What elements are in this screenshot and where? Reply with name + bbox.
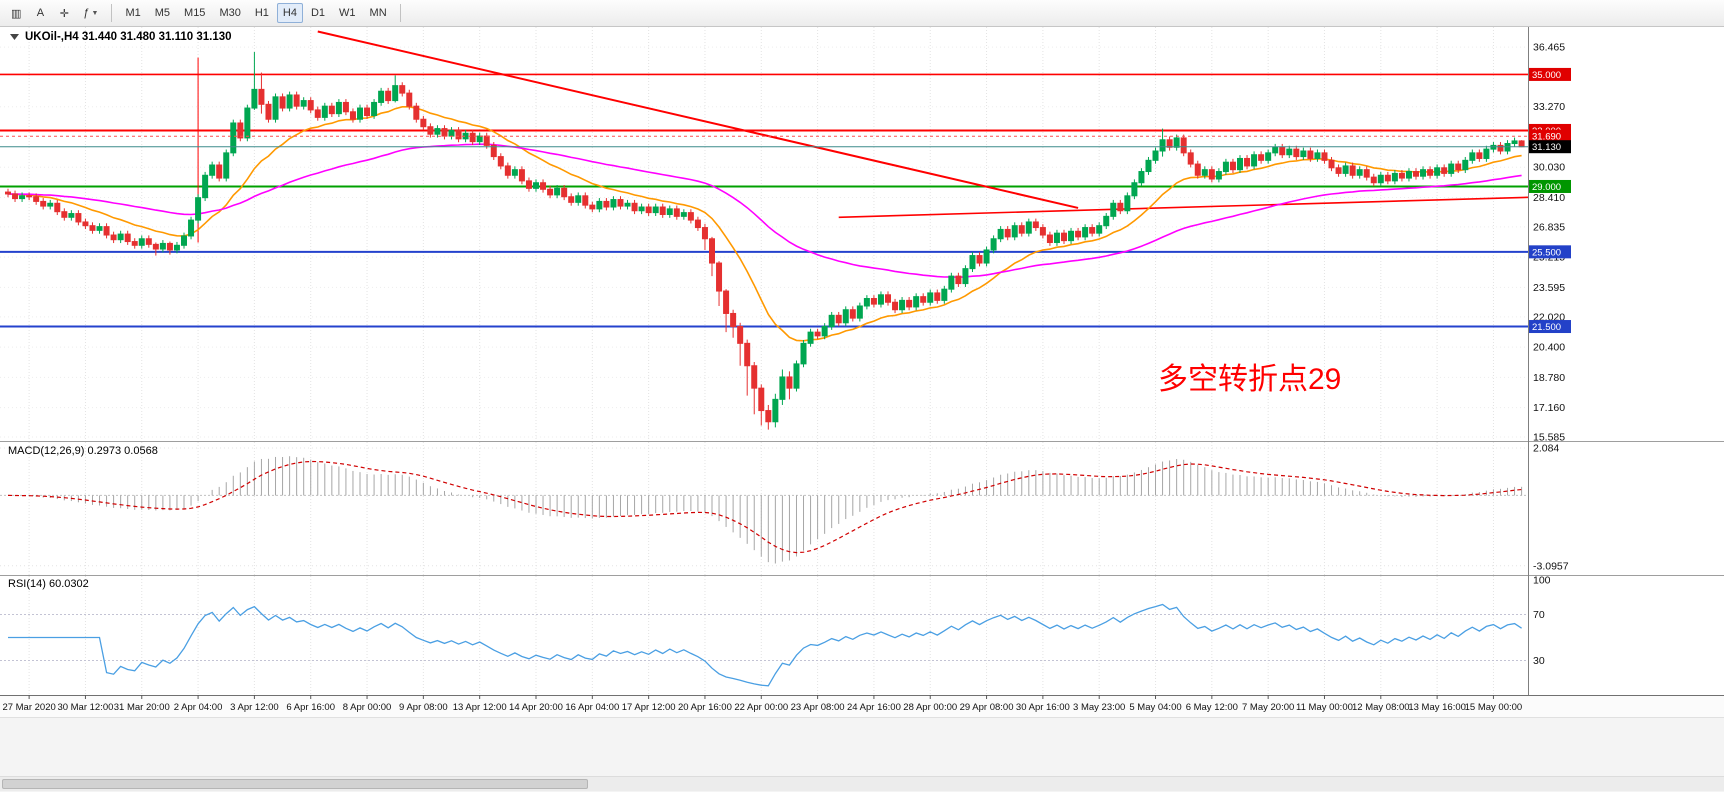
timeframe-h4[interactable]: H4 bbox=[276, 3, 303, 23]
svg-text:17.160: 17.160 bbox=[1533, 402, 1565, 414]
svg-text:30 Apr 16:00: 30 Apr 16:00 bbox=[1016, 702, 1070, 713]
rsi-label: RSI(14) 60.0302 bbox=[8, 578, 89, 590]
svg-text:14 Apr 20:00: 14 Apr 20:00 bbox=[509, 702, 563, 713]
timeframe-m15[interactable]: M15 bbox=[184, 7, 206, 19]
macd-signal-line bbox=[7, 460, 1522, 554]
timeframe-h1[interactable]: H1 bbox=[254, 7, 269, 19]
svg-text:30 Mar 12:00: 30 Mar 12:00 bbox=[57, 702, 113, 713]
macd-label: MACD(12,26,9) 0.2973 0.0568 bbox=[8, 445, 158, 457]
timeframe-m30[interactable]: M30 bbox=[219, 7, 241, 19]
price-chart-svg[interactable]: 36.46533.27030.03028.41026.83525.21523.5… bbox=[0, 27, 1724, 717]
svg-text:15 May 00:00: 15 May 00:00 bbox=[1465, 702, 1523, 713]
svg-text:28 Apr 00:00: 28 Apr 00:00 bbox=[903, 702, 957, 713]
svg-text:15.585: 15.585 bbox=[1533, 431, 1565, 443]
svg-text:100: 100 bbox=[1533, 575, 1551, 587]
timeframe-toolbar: M1 M5 M15 M30 H1 H4 D1 W1 MN bbox=[119, 3, 392, 23]
svg-text:3 Apr 12:00: 3 Apr 12:00 bbox=[230, 702, 279, 713]
svg-text:6 Apr 16:00: 6 Apr 16:00 bbox=[286, 702, 335, 713]
bottom-strip bbox=[0, 717, 1724, 792]
rsi-indicator[interactable]: 100 70 30 bbox=[0, 575, 1551, 687]
chart-collapse-icon[interactable] bbox=[10, 34, 19, 40]
price-badge-31.690 bbox=[1529, 129, 1571, 143]
chart-title: UKOil-,H4 31.440 31.480 31.110 31.130 bbox=[25, 31, 232, 43]
toolbar: ▥ A ✛ ƒ ▼ M1 M5 M15 M30 H1 H4 D1 W1 MN bbox=[0, 0, 1724, 27]
svg-text:12 May 08:00: 12 May 08:00 bbox=[1352, 702, 1410, 713]
chevron-down-icon: ▼ bbox=[91, 9, 99, 17]
timeframe-m1[interactable]: M1 bbox=[125, 7, 141, 19]
svg-text:31.130: 31.130 bbox=[1532, 142, 1561, 153]
trendline-1[interactable] bbox=[317, 30, 1079, 209]
svg-text:18.780: 18.780 bbox=[1533, 372, 1565, 384]
svg-text:35.000: 35.000 bbox=[1532, 70, 1561, 81]
svg-text:36.465: 36.465 bbox=[1533, 42, 1565, 54]
svg-text:20.400: 20.400 bbox=[1533, 342, 1565, 354]
svg-text:23 Apr 08:00: 23 Apr 08:00 bbox=[791, 702, 845, 713]
annotation-text[interactable]: 多空转折点29 bbox=[1158, 363, 1341, 396]
chart-canvas[interactable]: 36.46533.27030.03028.41026.83525.21523.5… bbox=[0, 27, 1724, 717]
hscrollbar-track[interactable] bbox=[0, 776, 1724, 791]
svg-text:29.000: 29.000 bbox=[1532, 182, 1561, 193]
price-badge-25.500 bbox=[1529, 245, 1571, 259]
timeframe-w1[interactable]: W1 bbox=[339, 7, 356, 19]
svg-text:11 May 00:00: 11 May 00:00 bbox=[1296, 702, 1353, 713]
svg-text:-3.0957: -3.0957 bbox=[1533, 560, 1569, 572]
candlestick-series[interactable] bbox=[5, 52, 1525, 430]
price-axis[interactable]: 36.46533.27030.03028.41026.83525.21523.5… bbox=[1529, 42, 1571, 444]
svg-text:13 Apr 12:00: 13 Apr 12:00 bbox=[453, 702, 507, 713]
rsi-line bbox=[8, 603, 1522, 687]
svg-text:2.084: 2.084 bbox=[1533, 443, 1559, 455]
svg-text:25.500: 25.500 bbox=[1532, 247, 1561, 258]
indicators-dropdown-button[interactable]: ƒ ▼ bbox=[77, 3, 104, 23]
price-badge-21.500 bbox=[1529, 320, 1571, 334]
macd-indicator[interactable]: 2.084 -3.0957 bbox=[0, 443, 1569, 573]
time-axis[interactable]: 27 Mar 2020 30 Mar 12:00 31 Mar 20:00 2 Apr… bbox=[2, 695, 1522, 713]
svg-text:22 Apr 00:00: 22 Apr 00:00 bbox=[734, 702, 788, 713]
svg-text:70: 70 bbox=[1533, 609, 1545, 621]
svg-text:28.410: 28.410 bbox=[1533, 192, 1565, 204]
timeframe-mn[interactable]: MN bbox=[369, 7, 387, 19]
crosshair-button[interactable]: ✛ bbox=[59, 7, 70, 20]
text-tool-button[interactable]: A bbox=[36, 7, 45, 19]
svg-text:5 May 04:00: 5 May 04:00 bbox=[1129, 702, 1181, 713]
ma-line-16[interactable] bbox=[7, 106, 1522, 342]
svg-text:13 May 16:00: 13 May 16:00 bbox=[1408, 702, 1466, 713]
svg-text:6 May 12:00: 6 May 12:00 bbox=[1186, 702, 1238, 713]
toolbar-separator bbox=[399, 4, 401, 22]
svg-text:8 Apr 00:00: 8 Apr 00:00 bbox=[343, 702, 392, 713]
svg-text:30: 30 bbox=[1533, 655, 1545, 667]
svg-text:33.270: 33.270 bbox=[1533, 101, 1565, 113]
svg-text:31 Mar 20:00: 31 Mar 20:00 bbox=[114, 702, 170, 713]
svg-text:29 Apr 08:00: 29 Apr 08:00 bbox=[960, 702, 1014, 713]
svg-text:27 Mar 2020: 27 Mar 2020 bbox=[2, 702, 55, 713]
svg-text:21.500: 21.500 bbox=[1532, 322, 1561, 333]
time-axis-bg bbox=[0, 695, 1724, 717]
price-badge-29.000 bbox=[1529, 179, 1571, 193]
toolbar-separator bbox=[111, 4, 113, 22]
timeframe-d1[interactable]: D1 bbox=[310, 7, 326, 19]
svg-text:2 Apr 04:00: 2 Apr 04:00 bbox=[174, 702, 223, 713]
timeframe-m5[interactable]: M5 bbox=[154, 7, 171, 19]
bar-chart-icon[interactable]: ▥ bbox=[11, 7, 22, 20]
svg-text:24 Apr 16:00: 24 Apr 16:00 bbox=[847, 702, 901, 713]
svg-text:9 Apr 08:00: 9 Apr 08:00 bbox=[399, 702, 448, 713]
trendline-2[interactable] bbox=[838, 196, 1529, 219]
svg-text:17 Apr 12:00: 17 Apr 12:00 bbox=[622, 702, 676, 713]
svg-text:7 May 20:00: 7 May 20:00 bbox=[1242, 702, 1294, 713]
hscrollbar-thumb[interactable] bbox=[2, 779, 588, 789]
horizontal-grid bbox=[0, 46, 1528, 438]
svg-text:30.030: 30.030 bbox=[1533, 162, 1565, 174]
svg-text:3 May 23:00: 3 May 23:00 bbox=[1073, 702, 1125, 713]
svg-text:16 Apr 04:00: 16 Apr 04:00 bbox=[565, 702, 619, 713]
svg-text:26.835: 26.835 bbox=[1533, 221, 1565, 233]
chart-bg bbox=[0, 27, 1724, 695]
price-badge-35.000 bbox=[1529, 67, 1571, 81]
ma-line-60[interactable] bbox=[7, 143, 1522, 279]
svg-text:31.690: 31.690 bbox=[1532, 132, 1561, 143]
svg-text:23.595: 23.595 bbox=[1533, 282, 1565, 294]
price-badge-31.130 bbox=[1529, 140, 1571, 154]
svg-text:20 Apr 16:00: 20 Apr 16:00 bbox=[678, 702, 732, 713]
indicators-icon: ƒ bbox=[83, 7, 90, 19]
